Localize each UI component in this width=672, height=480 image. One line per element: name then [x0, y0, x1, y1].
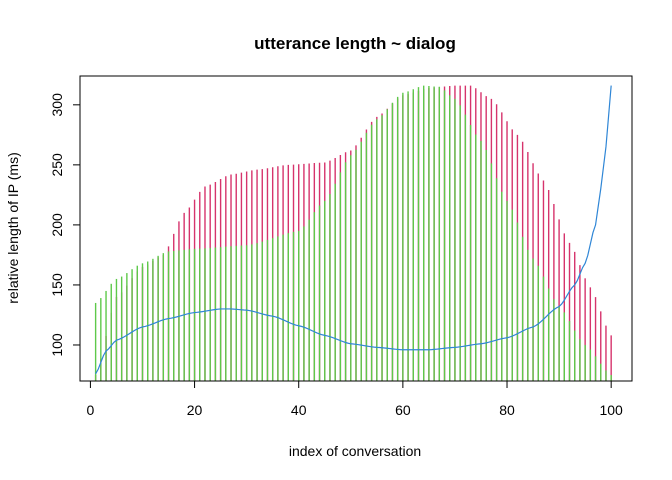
x-tick-label: 80	[499, 402, 515, 418]
y-tick-label: 200	[49, 213, 65, 237]
y-axis-label: relative length of IP (ms)	[5, 152, 21, 303]
x-tick-label: 40	[291, 402, 307, 418]
red-series-lines	[94, 85, 612, 381]
x-tick-label: 100	[599, 402, 623, 418]
y-axis: 100 150 200 250 300	[49, 93, 81, 357]
green-series-lines	[94, 85, 612, 381]
x-tick-label: 20	[187, 402, 203, 418]
x-axis-label: index of conversation	[289, 443, 421, 459]
y-tick-label: 300	[49, 93, 65, 117]
x-tick-label: 60	[395, 402, 411, 418]
y-tick-label: 150	[49, 273, 65, 297]
x-axis: 0 20 40 60 80 100	[87, 380, 623, 418]
x-tick-label: 0	[87, 402, 95, 418]
chart-title: utterance length ~ dialog	[254, 34, 456, 53]
blue-series-line	[95, 85, 612, 375]
y-tick-label: 100	[49, 333, 65, 357]
y-tick-label: 250	[49, 153, 65, 177]
